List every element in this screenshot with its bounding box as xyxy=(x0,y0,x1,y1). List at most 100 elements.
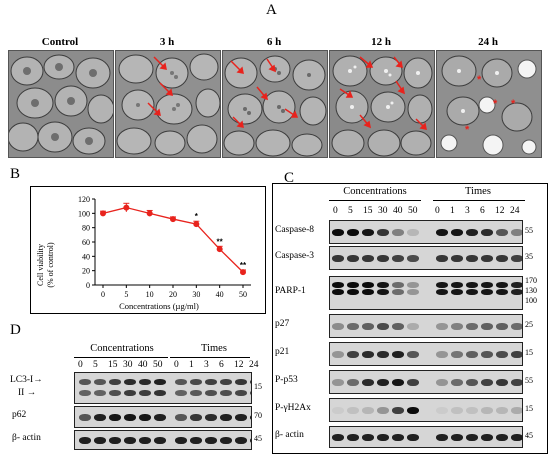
blot-band xyxy=(109,379,121,385)
blot-band xyxy=(511,228,522,236)
data-point xyxy=(123,204,130,211)
blot-band xyxy=(407,228,419,236)
blot-band xyxy=(481,282,493,288)
blot-band xyxy=(392,282,404,288)
blot-band xyxy=(511,378,522,386)
blot-band xyxy=(332,228,344,236)
blot-band xyxy=(496,289,508,295)
blot-band xyxy=(124,379,136,385)
x-tick-label: 40 xyxy=(216,290,224,299)
micrograph-label-24h: 24 h xyxy=(478,36,498,48)
blot-band xyxy=(332,322,344,330)
blot-band xyxy=(377,350,389,358)
micrograph-24h: * * * * xyxy=(436,50,542,158)
blot-band xyxy=(436,406,448,414)
lane-number: 40 xyxy=(138,360,148,370)
blot-band xyxy=(332,289,344,295)
panel-letter-a: A xyxy=(266,2,277,18)
svg-text:*: * xyxy=(465,124,470,136)
blot-band xyxy=(466,282,478,288)
blot-band xyxy=(392,322,404,330)
blot-band xyxy=(109,436,121,444)
d-kda-marker: 70 xyxy=(254,411,262,420)
blot-strip xyxy=(329,220,523,244)
blot-band xyxy=(451,378,463,386)
blot-strip xyxy=(329,246,523,270)
d-blot-strip xyxy=(74,406,252,428)
kda-marker: 25 xyxy=(525,320,533,329)
lane-number: 50 xyxy=(153,360,163,370)
blot-band xyxy=(451,254,463,262)
x-tick-label: 20 xyxy=(169,290,177,299)
blot-band xyxy=(481,378,493,386)
d-blot-strip xyxy=(74,430,252,450)
panel-letter-b: B xyxy=(10,166,21,182)
blot-row-label: β- actin xyxy=(275,430,304,440)
svg-text:*: * xyxy=(493,98,498,110)
blot-band xyxy=(190,413,202,421)
x-axis-label: Concentrations (µg/ml) xyxy=(119,301,199,311)
viability-chart: Cell viability (% of control) Concentrat… xyxy=(36,195,251,311)
micrograph-label-12h: 12 h xyxy=(371,36,391,48)
lane-number: 6 xyxy=(480,206,485,216)
blot-band xyxy=(347,378,359,386)
blot-band xyxy=(332,378,344,386)
d-blot-row-label: β- actin xyxy=(12,433,41,443)
d-header-rule-times xyxy=(170,357,250,358)
d-header-concentrations: Concentrations xyxy=(90,343,154,354)
blot-band xyxy=(466,322,478,330)
blot-band xyxy=(392,254,404,262)
blot-band xyxy=(466,406,478,414)
blot-band xyxy=(220,413,232,421)
blot-band xyxy=(392,350,404,358)
blot-band xyxy=(332,282,344,288)
lane-number: 3 xyxy=(465,206,470,216)
y-tick-label: 20 xyxy=(82,267,90,276)
kda-marker: 35 xyxy=(525,252,533,261)
lane-number: 0 xyxy=(174,360,179,370)
y-tick-label: 40 xyxy=(82,252,90,261)
y-tick-label: 120 xyxy=(78,195,90,204)
blot-band xyxy=(362,322,374,330)
blot-band xyxy=(436,289,448,295)
blot-band xyxy=(407,289,419,295)
blot-row-label: Caspase-3 xyxy=(275,251,315,261)
blot-band xyxy=(109,413,121,421)
chart-marks: ***** xyxy=(100,202,247,276)
blot-band xyxy=(407,322,419,330)
kda-marker: 45 xyxy=(525,431,533,440)
lane-number: 5 xyxy=(93,360,98,370)
lane-number: 50 xyxy=(408,206,418,216)
blot-band xyxy=(511,254,522,262)
blot-band xyxy=(79,390,91,396)
blot-row-label: p27 xyxy=(275,319,290,329)
lane-number: 3 xyxy=(204,360,209,370)
blot-band xyxy=(154,413,166,421)
blot-band xyxy=(362,228,374,236)
blot-band xyxy=(511,322,522,330)
blot-band xyxy=(94,413,106,421)
blot-band xyxy=(362,282,374,288)
data-point xyxy=(170,216,176,223)
lane-number: 40 xyxy=(393,206,403,216)
blot-band xyxy=(347,406,359,414)
blot-strip xyxy=(329,314,523,338)
blot-band xyxy=(124,413,136,421)
kda-marker: 55 xyxy=(525,226,533,235)
blot-band xyxy=(377,406,389,414)
lane-number: 0 xyxy=(435,206,440,216)
blot-band xyxy=(190,379,202,385)
lane-number: 15 xyxy=(108,360,118,370)
blot-band xyxy=(205,436,217,444)
blot-band xyxy=(332,406,344,414)
chart-axes: 0 20 40 60 80 100 120 0 5 10 20 30 40 50 xyxy=(78,195,251,299)
micrograph-3h xyxy=(115,50,221,158)
lane-number: 0 xyxy=(78,360,83,370)
blot-band xyxy=(392,433,404,441)
blot-band xyxy=(154,379,166,385)
blot-band xyxy=(347,322,359,330)
x-tick-label: 10 xyxy=(146,290,154,299)
kda-marker: 55 xyxy=(525,376,533,385)
lane-number: 1 xyxy=(189,360,194,370)
blot-band xyxy=(347,282,359,288)
